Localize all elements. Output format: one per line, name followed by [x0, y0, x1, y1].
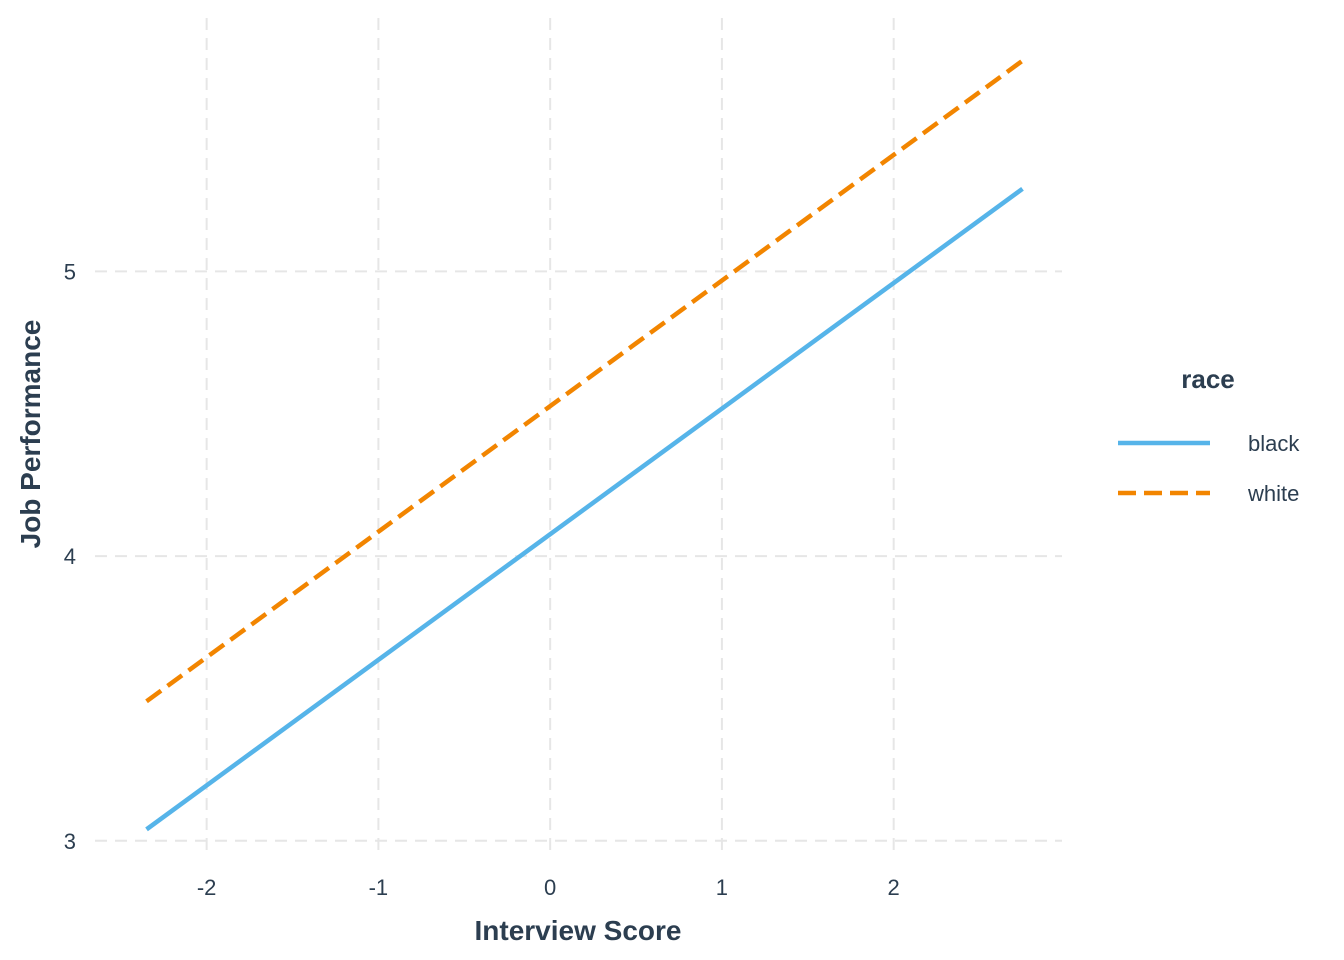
legend: race black white: [1118, 364, 1300, 506]
legend-label-black: black: [1248, 431, 1300, 456]
series-line-black: [147, 189, 1023, 830]
x-gridlines: [207, 18, 894, 855]
y-gridlines: [95, 271, 1062, 840]
legend-title: race: [1181, 364, 1235, 394]
x-tick-label: 1: [716, 875, 728, 900]
series-lines: [147, 61, 1023, 830]
legend-items: black white: [1118, 431, 1300, 506]
y-axis-title: Job Performance: [15, 320, 46, 549]
x-tick-label: -2: [197, 875, 217, 900]
y-tick-label: 3: [64, 829, 76, 854]
x-tick-label: -1: [369, 875, 389, 900]
y-tick-label: 5: [64, 259, 76, 284]
series-line-white: [147, 61, 1023, 702]
y-tick-label: 4: [64, 544, 76, 569]
legend-label-white: white: [1247, 481, 1299, 506]
x-tick-labels: -2 -1 0 1 2: [197, 875, 900, 900]
x-tick-label: 0: [544, 875, 556, 900]
y-tick-labels: 3 4 5: [64, 259, 76, 853]
x-axis-title: Interview Score: [475, 915, 682, 946]
x-tick-label: 2: [888, 875, 900, 900]
